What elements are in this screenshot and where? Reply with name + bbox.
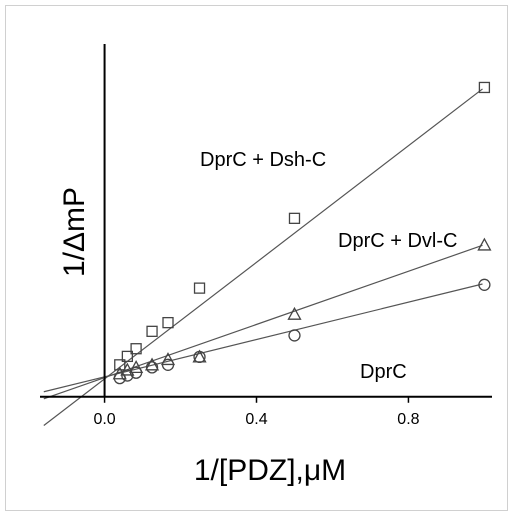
series-label-dvl: DprC + Dvl-C: [338, 230, 457, 252]
x-tick-label: 0.4: [245, 411, 267, 428]
y-axis-label: 1/ΔmP: [58, 187, 91, 277]
x-axis-label: 1/[PDZ],μM: [194, 454, 346, 487]
series-label-dsh: DprC + Dsh-C: [200, 149, 326, 171]
series-label-dprc: DprC: [360, 361, 407, 383]
x-tick-label: 0.8: [397, 411, 419, 428]
x-tick-label: 0.0: [93, 411, 115, 428]
